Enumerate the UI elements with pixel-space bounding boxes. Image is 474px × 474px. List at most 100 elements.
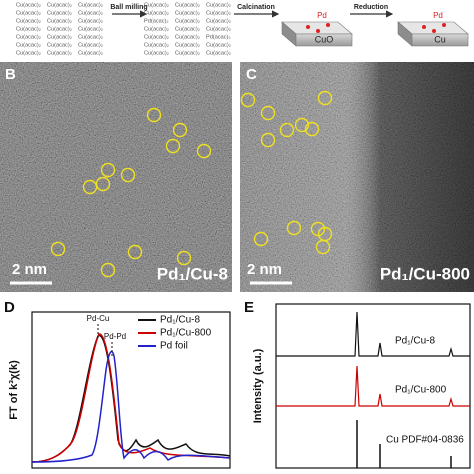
annotation: Pd-Pd [104,332,126,341]
precursor-cell: Cu(acac)₂ [16,2,41,8]
mixture-cell: Cu(acac)₂ [144,34,169,40]
panel-label: B [5,66,16,83]
sample-label: Pd₁/Cu-800 [380,264,470,283]
scale-label: 2 nm [12,261,47,278]
atom-marker [172,122,188,138]
atom-marker [304,121,320,137]
mixture-cell: Cu(acac)₂ [175,2,200,8]
haadf-image: C 2 nm Pd₁/Cu-800 [240,62,474,292]
precursor-cell: Cu(acac)₂ [78,34,103,40]
precursor-cell: Cu(acac)₂ [47,34,72,40]
mixture-cell: Pd(acac)₂ [206,34,231,40]
precursor-cell: Cu(acac)₂ [47,2,72,8]
panel-label: E [244,299,254,316]
curve [276,365,470,407]
atom-marker [146,107,162,123]
y-axis-label: FT of k³χ(k) [8,360,20,420]
atom-marker [260,105,276,121]
precursor-cell: Cu(acac)₂ [16,42,41,48]
precursor-cell: Cu(acac)₂ [16,34,41,40]
precursor-cell: Cu(acac)₂ [47,42,72,48]
mixture-cell: Cu(acac)₂ [175,42,200,48]
curve [31,350,231,463]
precursor-cell: Cu(acac)₂ [78,2,103,8]
precursor-cell: Cu(acac)₂ [47,10,72,16]
trace-label: Pd₁/Cu-8 [395,336,435,347]
curve [276,311,470,357]
mixture-cell: Cu(acac)₂ [206,18,231,24]
atom-marker [100,262,116,278]
legend-label: Pd foil [160,341,188,352]
mixture-cell: Cu(acac)₂ [175,18,200,24]
precursor-cell: Cu(acac)₂ [16,50,41,56]
sample-label: Pd₁/Cu-8 [157,264,228,283]
atom-marker [176,250,192,266]
atom-marker [127,244,143,260]
exafs-plot: D FT of k³χ(k) Pd-Cu Pd-Pd Pd₁/Cu-8 Pd₁/… [4,299,231,469]
precursor-cell: Cu(acac)₂ [78,50,103,56]
plot-frame [31,311,231,469]
mixture-cell: Cu(acac)₂ [144,10,169,16]
atom-marker [196,143,212,159]
mixture-cell: Cu(acac)₂ [175,50,200,56]
precursor-cell: Cu(acac)₂ [78,26,103,32]
atom-marker [165,138,181,154]
atom-marker [240,92,256,108]
precursor-cell: Cu(acac)₂ [78,18,103,24]
mixture-cell: Cu(acac)₂ [206,50,231,56]
curve [31,334,231,463]
panel-label: C [246,66,257,83]
haadf-image: B 2 nm Pd₁/Cu-8 [0,62,232,292]
mixture-cell: Cu(acac)₂ [175,10,200,16]
xrd-plot: E Intensity (a.u.) Pd₁/Cu-8 Pd₁/Cu-800 C… [244,299,471,469]
step-label: Ball milling [110,4,147,11]
mixture-cell: Pd(acac)₂ [144,18,169,24]
precursor-cell: Cu(acac)₂ [78,10,103,16]
atom-marker [120,167,136,183]
step-label: Calcination [237,4,275,11]
plot-frame [275,303,471,469]
atom-marker [260,132,276,148]
mixture-cell: Cu(acac)₂ [144,50,169,56]
atom-marker [253,231,269,247]
y-axis-label: Intensity (a.u.) [252,348,264,423]
precursor-cell: Cu(acac)₂ [16,10,41,16]
trace-label: Pd₁/Cu-800 [395,385,447,396]
mixture-cell: Cu(acac)₂ [144,42,169,48]
precursor-cell: Cu(acac)₂ [47,18,72,24]
mixture-cell: Cu(acac)₂ [144,2,169,8]
cu-slab: Pd Cu [397,11,469,47]
dopant-label: Pd [317,11,327,20]
schematic: Ball milling Calcination Reduction Pd Cu… [16,2,469,56]
atom-marker [286,220,302,236]
panel-label: D [4,299,15,316]
atom-marker [95,176,111,192]
legend-label: Pd₁/Cu-8 [160,315,200,326]
mixture-cell: Cu(acac)₂ [175,34,200,40]
dopant-label: Pd [433,11,443,20]
atom-marker [315,239,331,255]
mixture-cell: Cu(acac)₂ [206,26,231,32]
mixture-cell: Cu(acac)₂ [144,26,169,32]
precursor-cell: Cu(acac)₂ [47,26,72,32]
precursor-cell: Cu(acac)₂ [47,50,72,56]
atom-marker [100,162,116,178]
atom-marker [279,122,295,138]
mixture-cell: Cu(acac)₂ [175,26,200,32]
support-label: Cu [434,34,446,44]
annotation: Pd-Cu [87,314,110,323]
legend-label: Pd₁/Cu-800 [160,328,212,339]
trace-label: Cu PDF#04-0836 [386,435,464,446]
cuo-slab: Pd CuO [281,11,353,47]
precursor-cell: Cu(acac)₂ [16,26,41,32]
scale-label: 2 nm [247,261,282,278]
mixture-cell: Cu(acac)₂ [206,2,231,8]
precursor-cell: Cu(acac)₂ [78,42,103,48]
atom-marker [294,117,310,133]
support-label: CuO [315,34,334,44]
mixture-cell: Cu(acac)₂ [206,42,231,48]
atom-marker [50,241,66,257]
mixture-cell: Cu(acac)₂ [206,10,231,16]
atom-marker [317,90,333,106]
